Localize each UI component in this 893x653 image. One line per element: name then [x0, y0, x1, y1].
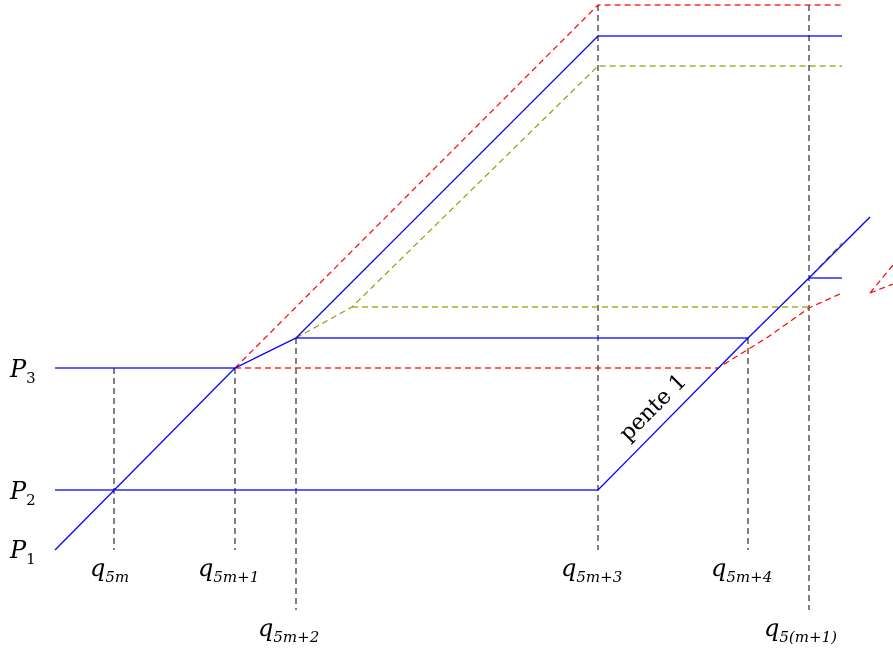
label-q5m4: q5m+4 — [711, 554, 772, 586]
blue-curve-p1 — [54, 35, 842, 551]
label-p1: P1 — [9, 536, 36, 568]
label-q5m2: q5m+2 — [258, 614, 319, 646]
label-q5m1: q5m+1 — [198, 554, 259, 586]
label-p2: P2 — [9, 477, 36, 509]
olive-dashed-curve — [295, 65, 843, 339]
label-q5m: q5m — [90, 554, 129, 586]
label-q5m5: q5(m+1) — [764, 614, 837, 646]
label-p3: P3 — [9, 355, 36, 387]
blue-curve-p3 — [55, 277, 842, 369]
label-q5m3: q5m+3 — [561, 554, 622, 586]
red-dashed-curve — [234, 4, 893, 369]
